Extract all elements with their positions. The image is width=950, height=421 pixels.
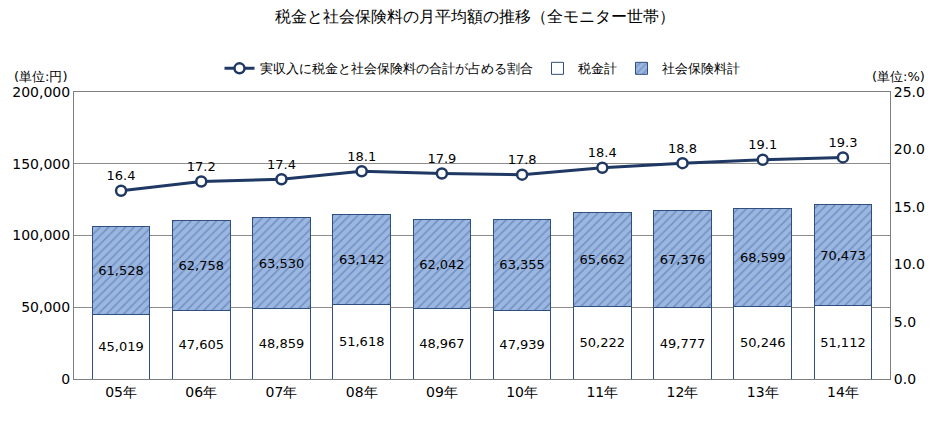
svg-text:100,000: 100,000 — [12, 227, 70, 243]
svg-text:150,000: 150,000 — [12, 156, 70, 172]
svg-text:48,859: 48,859 — [259, 336, 305, 351]
svg-text:05年: 05年 — [105, 384, 137, 400]
svg-text:50,246: 50,246 — [740, 335, 786, 350]
svg-text:19.3: 19.3 — [828, 135, 857, 150]
svg-text:19.1: 19.1 — [748, 137, 777, 152]
svg-text:16.4: 16.4 — [107, 168, 136, 183]
svg-text:12年: 12年 — [667, 384, 699, 400]
svg-text:49,777: 49,777 — [660, 336, 706, 351]
svg-text:63,142: 63,142 — [339, 252, 385, 267]
svg-text:25.0: 25.0 — [894, 84, 925, 100]
svg-text:68,599: 68,599 — [740, 250, 786, 265]
svg-text:47,605: 47,605 — [179, 337, 225, 352]
svg-text:08年: 08年 — [346, 384, 378, 400]
svg-text:51,112: 51,112 — [820, 335, 866, 350]
svg-text:200,000: 200,000 — [12, 84, 70, 100]
svg-text:62,042: 62,042 — [419, 257, 465, 272]
svg-text:社会保険料計: 社会保険料計 — [662, 61, 740, 76]
svg-text:(単位:円): (単位:円) — [14, 69, 68, 84]
svg-text:18.4: 18.4 — [588, 145, 617, 160]
svg-text:18.8: 18.8 — [668, 141, 697, 156]
svg-text:11年: 11年 — [586, 384, 618, 400]
svg-text:65,662: 65,662 — [580, 252, 626, 267]
svg-text:17.2: 17.2 — [187, 159, 216, 174]
svg-text:17.8: 17.8 — [508, 152, 537, 167]
svg-text:67,376: 67,376 — [660, 252, 706, 267]
svg-text:09年: 09年 — [426, 384, 458, 400]
svg-text:62,758: 62,758 — [179, 258, 225, 273]
svg-text:07年: 07年 — [266, 384, 298, 400]
svg-text:0.0: 0.0 — [894, 371, 916, 387]
svg-text:17.4: 17.4 — [267, 157, 296, 172]
svg-text:61,528: 61,528 — [98, 263, 144, 278]
svg-text:47,939: 47,939 — [499, 337, 544, 352]
svg-text:10年: 10年 — [506, 384, 538, 400]
svg-text:45,019: 45,019 — [98, 339, 144, 354]
svg-text:50,000: 50,000 — [21, 299, 70, 315]
svg-text:63,355: 63,355 — [499, 257, 544, 272]
svg-text:税金と社会保険料の月平均額の推移（全モニター世帯）: 税金と社会保険料の月平均額の推移（全モニター世帯） — [275, 7, 675, 26]
svg-text:50,222: 50,222 — [580, 335, 626, 350]
svg-text:20.0: 20.0 — [894, 141, 925, 157]
svg-text:15.0: 15.0 — [894, 199, 925, 215]
svg-text:実収入に税金と社会保険料の合計が占める割合: 実収入に税金と社会保険料の合計が占める割合 — [260, 61, 533, 76]
svg-text:18.1: 18.1 — [347, 149, 376, 164]
svg-text:(単位:%): (単位:%) — [872, 69, 925, 84]
svg-text:税金計: 税金計 — [578, 61, 617, 76]
svg-text:48,967: 48,967 — [419, 336, 465, 351]
svg-text:0: 0 — [61, 371, 70, 387]
svg-text:06年: 06年 — [185, 384, 217, 400]
svg-text:70,473: 70,473 — [820, 248, 866, 263]
svg-text:13年: 13年 — [747, 384, 779, 400]
svg-text:5.0: 5.0 — [894, 314, 916, 330]
svg-text:51,618: 51,618 — [339, 334, 385, 349]
svg-text:17.9: 17.9 — [427, 151, 456, 166]
svg-text:63,530: 63,530 — [259, 256, 305, 271]
svg-text:10.0: 10.0 — [894, 256, 925, 272]
svg-text:14年: 14年 — [827, 384, 859, 400]
